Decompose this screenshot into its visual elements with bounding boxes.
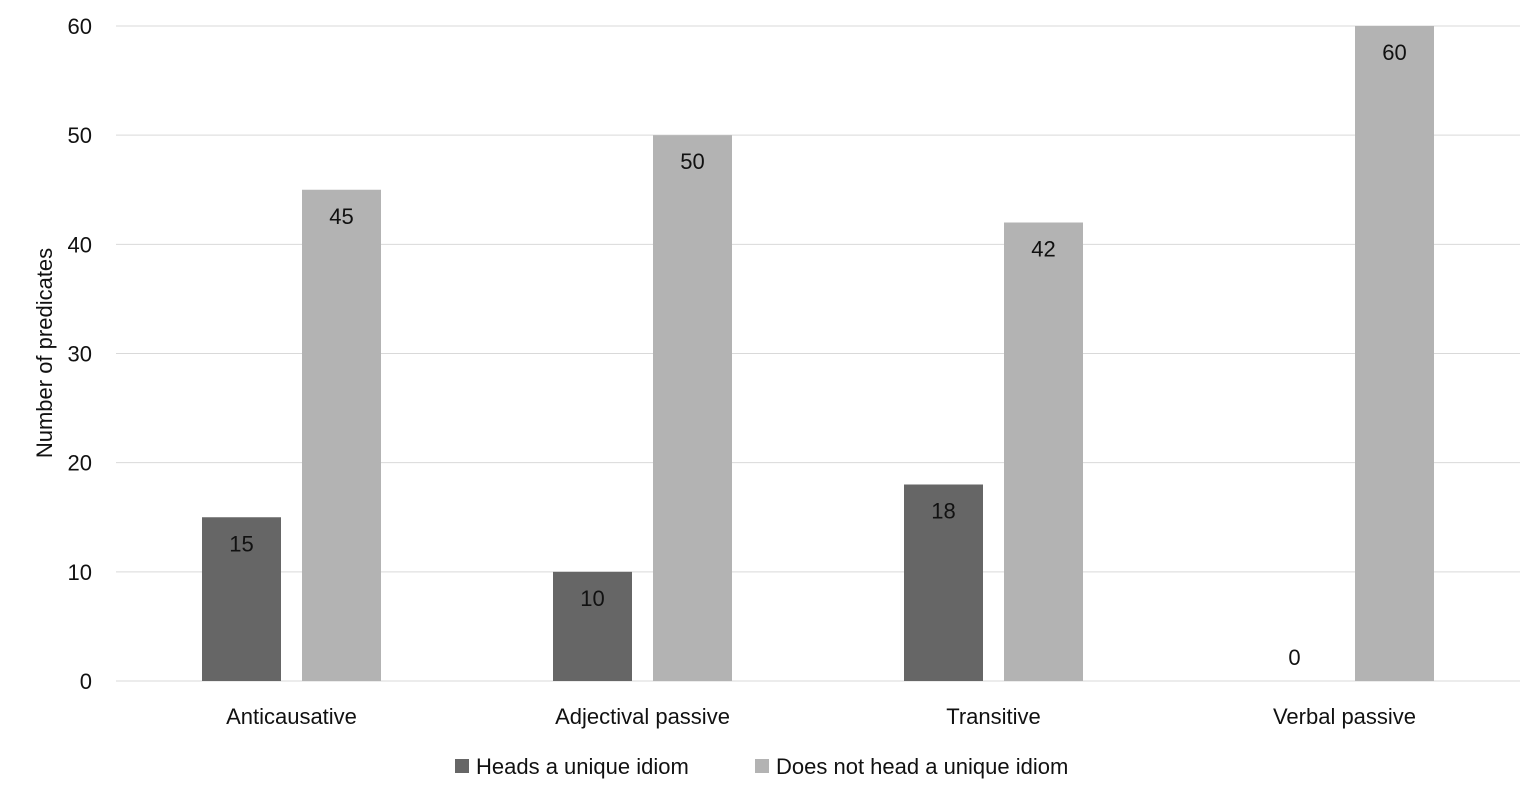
category-label: Verbal passive [1273,704,1416,729]
y-tick-label: 50 [68,123,92,148]
legend-swatch [755,759,769,773]
category-label: Anticausative [226,704,357,729]
legend-label: Heads a unique idiom [476,754,689,779]
data-label: 50 [680,149,704,174]
y-axis-title: Number of predicates [32,248,57,458]
y-tick-label: 40 [68,232,92,257]
bars [202,26,1434,681]
legend-label: Does not head a unique idiom [776,754,1068,779]
y-tick-label: 30 [68,342,92,367]
data-label: 10 [580,586,604,611]
legend-swatch [455,759,469,773]
bar-does-not-head-unique-idiom [1004,222,1083,681]
data-label: 42 [1031,237,1055,262]
category-label: Transitive [946,704,1041,729]
data-label: 45 [329,204,353,229]
y-tick-label: 0 [80,669,92,694]
data-label: 0 [1288,645,1300,670]
data-label: 18 [931,499,955,524]
category-labels: Anticausative Adjectival passive Transitiv… [226,704,1416,729]
legend: Heads a unique idiom Does not head a uniq… [455,754,1068,779]
category-label: Adjectival passive [555,704,730,729]
bar-heads-unique-idiom [202,517,281,681]
data-label: 15 [229,531,253,556]
y-tick-label: 10 [68,560,92,585]
bar-does-not-head-unique-idiom [653,135,732,681]
bar-does-not-head-unique-idiom [1355,26,1434,681]
bar-does-not-head-unique-idiom [302,189,381,681]
y-axis-ticks: 0 10 20 30 40 50 60 [68,14,92,694]
y-tick-label: 60 [68,14,92,39]
bar-heads-unique-idiom [904,484,983,681]
data-label: 60 [1382,40,1406,65]
data-labels: 15 45 10 50 18 42 0 60 [229,40,1406,670]
y-tick-label: 20 [68,451,92,476]
bar-heads-unique-idiom [553,571,632,681]
